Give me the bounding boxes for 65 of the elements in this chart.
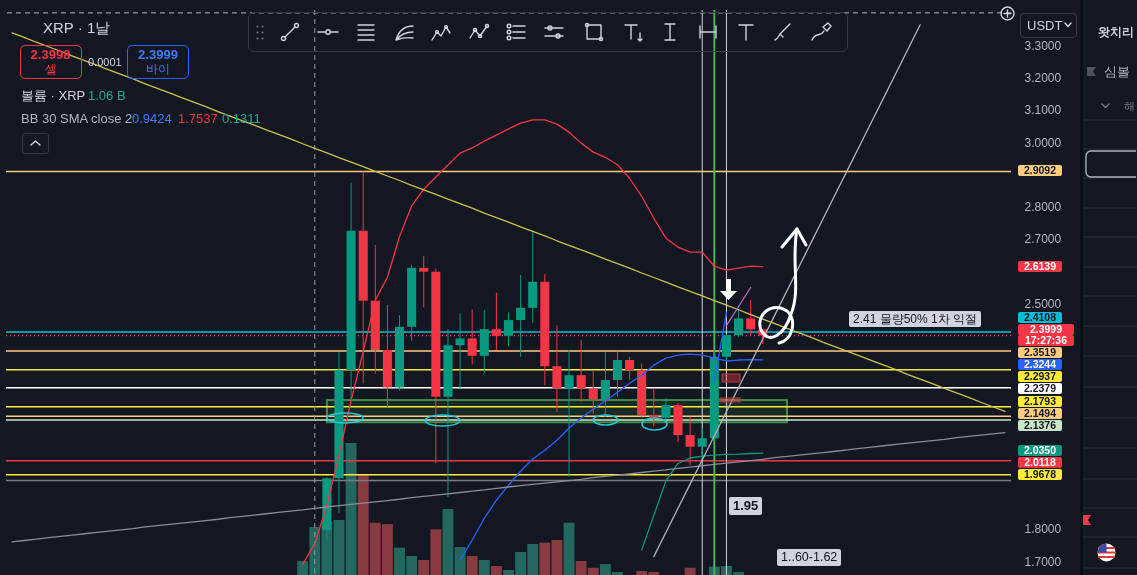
candlestick: [600, 351, 610, 418]
y-tick-label: 3.3000: [1024, 38, 1062, 53]
annotation: 1..60-1.62: [777, 549, 842, 566]
annotation: 1.95: [729, 497, 763, 515]
ref-line-label: 2.1494: [1018, 407, 1062, 420]
bar: [490, 566, 502, 575]
ref-line-label: 2.0118: [1018, 455, 1062, 468]
candlestick: [576, 339, 586, 403]
text: 심볼: [1104, 64, 1130, 80]
candlestick: [503, 311, 514, 347]
text: 해: [1124, 100, 1135, 114]
ref-line-label: 2.3519: [1018, 345, 1062, 358]
annotation: 볼륨 · XRP: [21, 88, 86, 104]
candlestick: [564, 349, 574, 478]
bar: [478, 559, 490, 575]
bar: [454, 547, 466, 575]
y-tick-label: 2.5000: [1024, 296, 1062, 311]
y-tick-label: 3.0000: [1024, 135, 1062, 150]
bar: [563, 522, 575, 575]
annotation: 0.9424: [132, 111, 172, 127]
annotation: BB 30 SMA close 2: [21, 111, 133, 127]
candlestick: [516, 274, 526, 358]
candlestick: [588, 369, 598, 415]
candlestick: [649, 387, 659, 428]
ref-line-label: 2.9092: [1018, 164, 1062, 177]
candlestick: [721, 333, 731, 362]
ref-line-label: 2.2379: [1018, 381, 1062, 394]
annotation: 2.3998: [29, 47, 72, 63]
bar: [333, 519, 345, 575]
text: XRP · 1날: [43, 19, 111, 38]
annotation: 0.0001: [88, 56, 122, 70]
ref-line-label: 2.1376: [1018, 419, 1062, 432]
text: 17:27:36: [1018, 333, 1074, 346]
bar: [442, 509, 454, 575]
y-tick-label: 1.7000: [1024, 554, 1062, 569]
bar: [466, 555, 478, 575]
candlestick: [661, 397, 671, 421]
annotation: 2.41 물량50% 1차 익절: [849, 311, 982, 328]
annotation: 1.06 B: [88, 88, 126, 104]
ref-line-label: 1.9678: [1018, 467, 1062, 480]
text: USDT: [1027, 18, 1063, 34]
y-tick-label: 3.2000: [1024, 71, 1062, 86]
bar: [345, 443, 357, 575]
ref-line-label: 2.1793: [1018, 395, 1062, 408]
text: 2.3244: [1018, 357, 1062, 370]
ref-line-label: 2.2937: [1018, 369, 1062, 382]
candlestick: [625, 356, 635, 381]
y-tick-label: 2.7000: [1024, 232, 1062, 247]
candlestick: [612, 351, 623, 398]
y-tick-label: 3.1000: [1024, 103, 1062, 118]
candlestick: [419, 255, 429, 308]
y-tick-label: 2.8000: [1024, 200, 1062, 215]
candlestick: [734, 309, 744, 338]
annotation: 바이: [145, 62, 171, 77]
candlestick: [455, 312, 465, 390]
ref-line-label: 2.3999: [1018, 322, 1074, 335]
text: 2.0350: [1018, 443, 1062, 456]
text: 왓치리: [1098, 25, 1134, 40]
bar: [684, 567, 696, 575]
y-tick-label: 1.8000: [1024, 522, 1062, 537]
annotation: 2.3999: [137, 47, 179, 63]
ref-line-label: 2.4108: [1018, 310, 1062, 323]
annotation: 셀: [43, 62, 58, 77]
text: 2.6139: [1018, 259, 1062, 272]
annotation: 1.7537: [178, 111, 218, 127]
